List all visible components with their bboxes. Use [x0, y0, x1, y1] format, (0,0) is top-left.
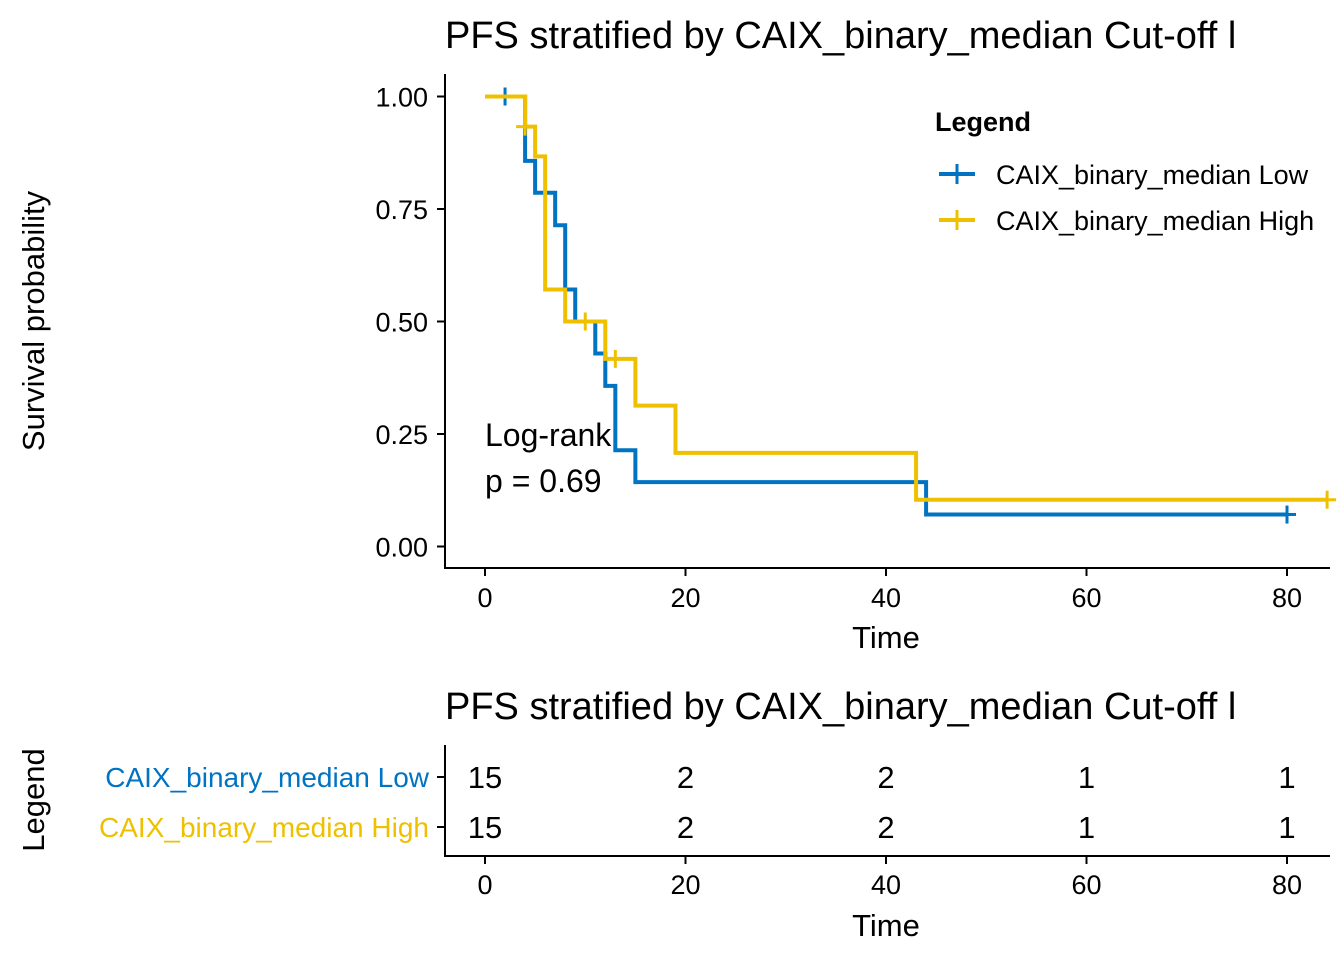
pvalue-label: p = 0.69: [485, 463, 602, 499]
legend-label-low: CAIX_binary_median Low: [996, 160, 1309, 190]
risk-x-tick-label: 40: [871, 870, 901, 900]
km-curves: [485, 87, 1337, 524]
legend-item-high: CAIX_binary_median High: [939, 206, 1314, 236]
risk-cell: 15: [468, 810, 502, 845]
km-y-tick-label: 0.50: [375, 308, 428, 338]
legend-items: CAIX_binary_median Low CAIX_binary_median…: [939, 160, 1314, 236]
risk-x-axis-label: Time: [852, 908, 920, 943]
censor-mark-high: [516, 117, 535, 136]
legend-item-low: CAIX_binary_median Low: [939, 160, 1309, 190]
km-x-tick-label: 20: [670, 583, 700, 613]
km-x-axis-label: Time: [852, 620, 920, 655]
km-x-tick-label: 80: [1272, 583, 1302, 613]
risk-table-title: PFS stratified by CAIX_binary_median Cut…: [445, 686, 1236, 728]
risk-table-y-axis-label: Legend: [16, 748, 51, 851]
risk-cell: 1: [1078, 760, 1095, 795]
km-x-tick-label: 40: [871, 583, 901, 613]
censor-mark-low: [1278, 505, 1296, 524]
km-y-tick-label: 0.00: [375, 533, 428, 563]
risk-row-high: CAIX_binary_median High 15 2 2 1 1: [99, 810, 1296, 845]
km-y-axis-label: Survival probability: [16, 190, 51, 451]
km-y-tick-label: 1.00: [375, 83, 428, 113]
risk-cell: 2: [677, 760, 694, 795]
legend-title: Legend: [935, 107, 1031, 137]
legend: Legend CAIX_binary_median LowCAIX_binary…: [935, 107, 1314, 236]
risk-x-tick-label: 80: [1272, 870, 1302, 900]
risk-cell: 1: [1278, 810, 1295, 845]
risk-x-tick-label: 0: [477, 870, 492, 900]
risk-row-low: CAIX_binary_median Low 15 2 2 1 1: [105, 760, 1295, 795]
km-x-tick-label: 60: [1071, 583, 1101, 613]
km-y-tick-label: 0.25: [375, 420, 428, 450]
risk-cell: 2: [677, 810, 694, 845]
risk-x-tick-label: 60: [1071, 870, 1101, 900]
risk-x-ticks: 0 20 40 60 80: [477, 856, 1302, 900]
km-x-ticks: 0 20 40 60 80: [477, 568, 1302, 613]
risk-cell: 15: [468, 760, 502, 795]
km-y-ticks: 0.00 0.25 0.50 0.75 1.00: [375, 83, 445, 563]
risk-row-label-high: CAIX_binary_median High: [99, 812, 429, 843]
risk-cell: 1: [1278, 760, 1295, 795]
risk-x-tick-label: 20: [670, 870, 700, 900]
km-plot-title: PFS stratified by CAIX_binary_median Cut…: [445, 15, 1236, 57]
km-curve-high: [485, 94, 1328, 502]
km-x-tick-label: 0: [477, 583, 492, 613]
risk-cell: 2: [877, 810, 894, 845]
risk-rows: CAIX_binary_median Low 15 2 2 1 1CAIX_binary_…: [99, 760, 1296, 845]
censor-mark-high: [1318, 490, 1337, 509]
risk-table: PFS stratified by CAIX_binary_median Cut…: [16, 686, 1330, 943]
censor-mark-high: [576, 312, 595, 331]
km-plot: PFS stratified by CAIX_binary_median Cut…: [16, 15, 1337, 655]
risk-row-label-low: CAIX_binary_median Low: [105, 762, 430, 793]
logrank-label: Log-rank: [485, 417, 612, 453]
risk-cell: 2: [877, 760, 894, 795]
km-y-tick-label: 0.75: [375, 195, 428, 225]
risk-cell: 1: [1078, 810, 1095, 845]
legend-label-high: CAIX_binary_median High: [996, 206, 1314, 236]
censor-mark-high: [606, 349, 625, 368]
